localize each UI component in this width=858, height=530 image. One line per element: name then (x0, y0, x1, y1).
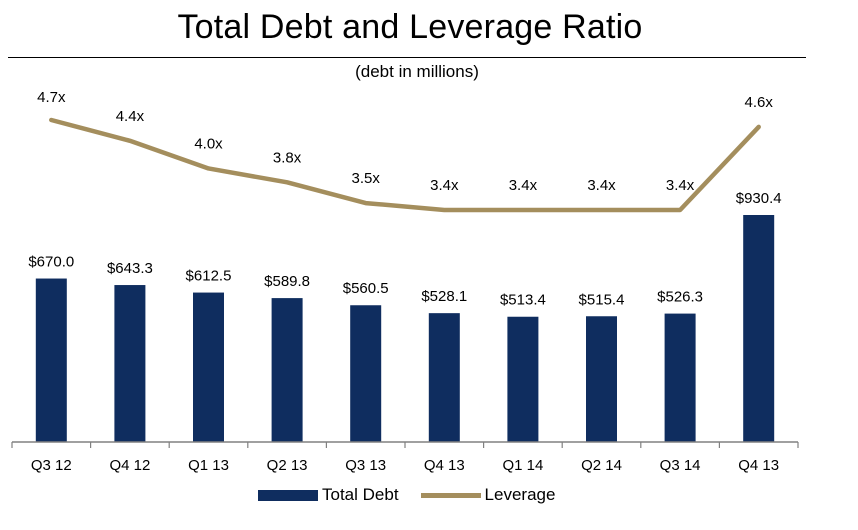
chart-subtitle: (debt in millions) (355, 62, 479, 81)
leverage-value-label-9: 3.4x (666, 177, 695, 194)
chart-plot: $670.0 $643.3 $612.5 $589.8 $560.5 $528.1 $513… (11, 89, 799, 474)
leverage-line (49, 117, 761, 213)
legend-item-total-debt: Total Debt (258, 485, 399, 505)
bar-value-label-3: $612.5 (186, 268, 232, 285)
leverage-value-label-7: 3.4x (509, 177, 538, 194)
bar-total-debt-10 (743, 215, 775, 442)
legend-label-total-debt: Total Debt (322, 485, 399, 504)
bar-value-label-8: $515.4 (579, 291, 625, 308)
x-tick-label-2: Q4 12 (109, 457, 150, 474)
leverage-value-label-10: 4.6x (745, 94, 774, 111)
bar-total-debt-6 (428, 313, 460, 442)
x-tick-label-1: Q3 12 (31, 457, 72, 474)
leverage-value-label-8: 3.4x (587, 177, 616, 194)
x-tick-label-5: Q3 13 (345, 457, 386, 474)
bar-total-debt-4 (271, 298, 303, 442)
title-underline (8, 57, 806, 58)
bar-value-label-9: $526.3 (657, 289, 703, 306)
leverage-value-label-2: 4.4x (116, 108, 145, 125)
bar-value-label-5: $560.5 (343, 280, 389, 297)
legend-item-leverage: Leverage (420, 485, 556, 505)
x-tick-label-7: Q1 14 (502, 457, 543, 474)
legend-swatch-total-debt (258, 489, 318, 501)
bar-value-label-1: $670.0 (28, 254, 74, 271)
x-tick-label-10: Q4 13 (738, 457, 779, 474)
bar-total-debt-3 (193, 292, 224, 442)
bar-total-debt-8 (586, 316, 617, 442)
bar-total-debt-9 (664, 313, 696, 442)
bar-value-label-7: $513.4 (500, 292, 546, 309)
leverage-value-label-3: 4.0x (194, 135, 223, 152)
x-tick-label-6: Q4 13 (424, 457, 465, 474)
bar-value-label-2: $643.3 (107, 260, 153, 277)
leverage-value-label-5: 3.5x (352, 170, 381, 187)
legend-label-leverage: Leverage (484, 485, 556, 504)
leverage-value-label-4: 3.8x (273, 149, 302, 166)
bar-total-debt-1 (35, 278, 67, 442)
x-tick-label-4: Q2 13 (267, 457, 308, 474)
bar-total-debt-2 (114, 285, 146, 442)
bar-value-label-4: $589.8 (264, 273, 310, 290)
legend-swatch-leverage (420, 492, 481, 498)
x-tick-label-9: Q3 14 (660, 457, 701, 474)
bar-value-label-6: $528.1 (421, 288, 467, 305)
x-tick-label-8: Q2 14 (581, 457, 622, 474)
legend: Total Debt Leverage (258, 484, 577, 506)
bar-total-debt-7 (507, 316, 539, 442)
x-tick-label-3: Q1 13 (188, 457, 229, 474)
leverage-value-label-6: 3.4x (430, 177, 459, 194)
leverage-value-label-1: 4.7x (37, 89, 66, 106)
bar-total-debt-5 (350, 305, 382, 442)
bar-value-label-10: $930.4 (736, 190, 782, 207)
chart-title: Total Debt and Leverage Ratio (177, 8, 643, 46)
